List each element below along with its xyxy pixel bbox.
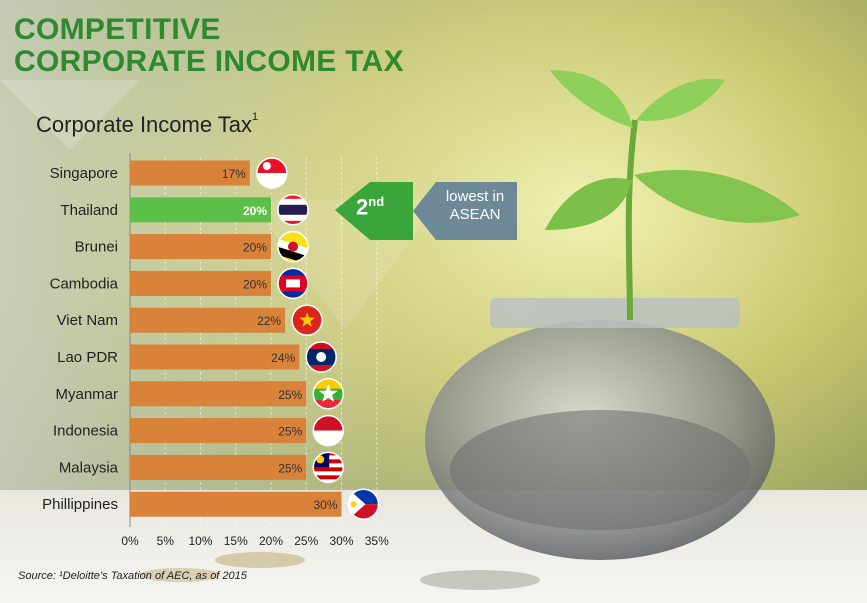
- category-label: Indonesia: [53, 423, 119, 440]
- callout-rank-number: 2: [356, 194, 369, 220]
- callout-text: lowest in ASEAN: [432, 188, 518, 224]
- x-tick-label: 10%: [188, 534, 212, 548]
- bar: [130, 344, 300, 370]
- category-label: Lao PDR: [57, 349, 118, 366]
- data-label: 25%: [278, 388, 302, 402]
- callout-gray-arrow: [413, 182, 517, 240]
- bar: [130, 307, 286, 333]
- cambodia-flag-icon: [277, 267, 309, 300]
- bar: [130, 234, 271, 260]
- data-label: 20%: [243, 204, 267, 218]
- x-tick-label: 15%: [224, 534, 248, 548]
- singapore-flag-icon: [256, 157, 288, 189]
- data-label: 30%: [313, 498, 337, 512]
- data-label: 22%: [257, 314, 281, 328]
- indonesia-flag-icon: [312, 414, 344, 447]
- bar: [130, 381, 307, 407]
- x-tick-label: 35%: [365, 534, 389, 548]
- category-label: Malaysia: [59, 459, 119, 476]
- x-tick-label: 30%: [329, 534, 353, 548]
- category-label: Cambodia: [50, 275, 119, 292]
- category-label: Thailand: [60, 202, 118, 219]
- myanmar-flag-icon: [312, 378, 344, 410]
- malaysia-flag-icon: [312, 451, 344, 484]
- data-label: 25%: [278, 425, 302, 439]
- subtitle-footnote-marker: 1: [252, 110, 259, 123]
- source-note: Source: ¹Deloitte’s Taxation of AEC, as …: [18, 570, 247, 582]
- page-title: COMPETITIVE CORPORATE INCOME TAX: [14, 14, 404, 78]
- title-line-1: COMPETITIVE: [14, 13, 221, 46]
- bar: [130, 160, 250, 186]
- category-label: Phillippines: [42, 496, 118, 513]
- x-tick-label: 20%: [259, 534, 283, 548]
- bar: [130, 491, 342, 517]
- philippines-flag-icon: [347, 488, 380, 520]
- vietnam-flag-icon: [291, 304, 323, 336]
- plant-stem: [625, 119, 638, 321]
- chart-subtitle: Corporate Income Tax1: [36, 110, 259, 138]
- x-tick-label: 0%: [121, 534, 139, 548]
- category-label: Viet Nam: [57, 312, 118, 329]
- callout-rank-suffix: nd: [368, 194, 385, 209]
- bar: [130, 197, 271, 223]
- callout-text-line-1: lowest in: [445, 188, 505, 205]
- bar: [130, 270, 271, 296]
- data-label: 20%: [243, 241, 267, 255]
- callout-green-arrow: [335, 182, 413, 240]
- category-label: Myanmar: [55, 386, 118, 403]
- laos-flag-icon: [305, 341, 337, 373]
- x-tick-label: 5%: [157, 534, 175, 548]
- thailand-flag-icon: [277, 194, 309, 226]
- bar: [130, 418, 307, 444]
- data-label: 17%: [222, 167, 246, 181]
- callout-rank: 2nd: [356, 194, 384, 220]
- data-label: 25%: [278, 461, 302, 475]
- bar: [130, 454, 307, 480]
- data-label: 20%: [243, 277, 267, 291]
- title-line-2: CORPORATE INCOME TAX: [14, 45, 404, 78]
- category-label: Singapore: [50, 165, 118, 182]
- category-label: Brunei: [75, 239, 118, 256]
- callout-text-line-2: ASEAN: [449, 206, 501, 223]
- x-tick-label: 25%: [294, 534, 318, 548]
- brunei-flag-icon: [277, 230, 309, 263]
- data-label: 24%: [271, 351, 295, 365]
- subtitle-text: Corporate Income Tax: [36, 112, 253, 137]
